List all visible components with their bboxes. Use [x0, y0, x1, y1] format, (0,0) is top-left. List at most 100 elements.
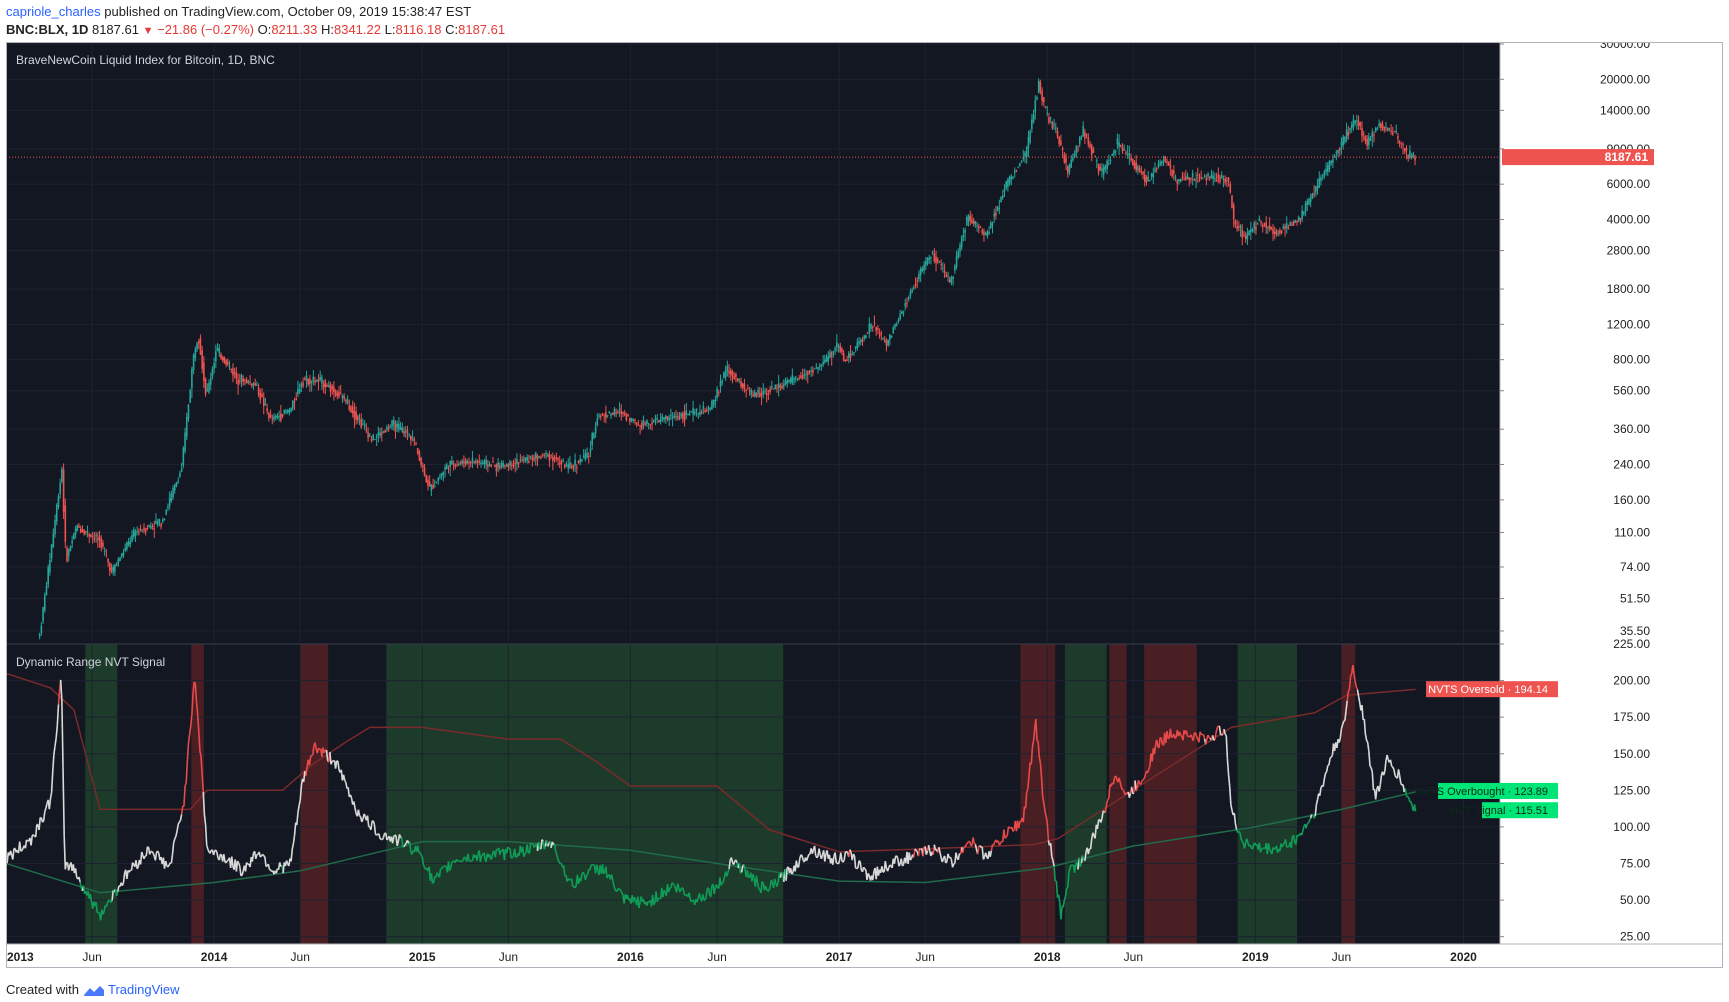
nvt-signal-segment [507, 846, 510, 850]
author-link[interactable]: capriole_charles [6, 4, 101, 19]
nvt-signal-segment [403, 844, 406, 848]
nvt-signal-segment [663, 889, 666, 893]
nvt-pane[interactable] [6, 644, 1656, 944]
candle-body [333, 386, 335, 392]
candle-body [473, 461, 475, 463]
candle-body [336, 393, 339, 397]
candle-body [694, 411, 696, 414]
candle-body [647, 423, 650, 425]
nvt-signal-segment [422, 864, 426, 868]
nvt-signal-segment [50, 770, 54, 793]
candle-body [339, 392, 342, 394]
candle-body [1224, 178, 1226, 183]
candle-body [1356, 120, 1358, 122]
candle-body [488, 464, 491, 466]
nvt-signal-segment [108, 899, 111, 902]
chart-frame [6, 42, 1723, 968]
nvt-signal-segment [1130, 786, 1134, 794]
time-axis[interactable] [6, 944, 1656, 968]
candle-body [569, 462, 571, 468]
candle-body [1364, 136, 1367, 142]
candle-body [599, 416, 602, 418]
nvt-signal-segment [63, 836, 67, 870]
price-change: −21.86 (−0.27%) [157, 22, 254, 37]
nvt-signal-segment [330, 760, 333, 765]
nvt-signal-segment [895, 855, 899, 859]
candle-body [252, 383, 255, 385]
candle-body [411, 437, 414, 439]
nvt-signal-segment [908, 852, 912, 861]
candle-body [887, 339, 889, 346]
nvt-signal-segment [832, 856, 835, 865]
candle-body [199, 337, 202, 355]
candle-body [213, 363, 215, 369]
candle-body [942, 267, 944, 269]
candle-body [1190, 178, 1192, 180]
candle-body [846, 359, 848, 361]
candle-body [1215, 179, 1218, 182]
candle-body [938, 261, 941, 263]
candle-body [295, 398, 298, 401]
candle-body [1275, 230, 1278, 234]
nvt-signal-segment [881, 866, 884, 873]
nvt-signal-segment [402, 845, 405, 849]
nvt-signal-segment [611, 880, 615, 886]
nvt-signal-segment [1345, 700, 1348, 712]
nvt-signal-segment [121, 882, 125, 886]
candle-body [1226, 180, 1228, 182]
candle-body [180, 469, 183, 472]
nvt-signal-segment [1224, 733, 1227, 737]
chart-canvas[interactable]: BraveNewCoin Liquid Index for Bitcoin, 1… [6, 42, 1723, 968]
nvt-signal-segment [214, 849, 217, 852]
nvt-signal-segment [914, 848, 917, 852]
candle-body [851, 353, 854, 355]
candle-body [1012, 176, 1014, 179]
candle-body [319, 377, 321, 380]
candle-body [913, 287, 915, 289]
candle-body [1128, 153, 1131, 156]
nvt-signal-segment [797, 858, 801, 868]
candle-body [293, 401, 296, 403]
candle-body [302, 382, 304, 386]
nvt-signal-segment [164, 860, 168, 866]
nvt-signal-segment [1271, 847, 1274, 855]
candle-body [1403, 148, 1406, 152]
candle-body [1065, 157, 1067, 163]
candle-body [954, 265, 956, 271]
nvt-signal-segment [62, 766, 65, 837]
nvt-signal-segment [867, 872, 871, 877]
candle-body [830, 352, 833, 357]
nvt-signal-segment [970, 844, 973, 847]
nvt-signal-segment [1365, 739, 1369, 743]
candle-body [918, 274, 920, 280]
candle-body [108, 562, 111, 572]
nvt-signal-segment [334, 760, 338, 769]
candle-body [78, 525, 80, 528]
nvt-signal-segment [1354, 681, 1358, 688]
nvt-signal-segment [298, 800, 301, 806]
candle-body [759, 393, 761, 398]
nvt-signal-segment [1104, 804, 1108, 813]
nvt-signal-segment [785, 867, 788, 881]
candle-body [803, 374, 806, 376]
price-pane[interactable] [6, 42, 1656, 644]
candle-body [189, 389, 191, 404]
nvt-signal-segment [394, 834, 397, 837]
candle-body [389, 426, 392, 428]
candle-body [909, 291, 912, 297]
candle-body [738, 378, 741, 380]
tradingview-link[interactable]: TradingView [108, 982, 180, 997]
nvt-signal-segment [145, 846, 149, 856]
candle-body [642, 420, 645, 425]
symbol-ohlc-legend: BNC:BLX, 1D 8187.61 ▼ −21.86 (−0.27%) O:… [6, 22, 505, 37]
candle-body [986, 231, 989, 237]
nvt-signal-segment [1240, 838, 1244, 842]
price-tick-label: 240.00 [1613, 458, 1650, 472]
nvt-signal-segment [1363, 719, 1367, 735]
x-tick-label: 2017 [826, 950, 853, 964]
nvt-signal-segment [421, 856, 425, 866]
candle-body [767, 390, 770, 392]
nvt-signal-segment [55, 725, 59, 738]
nvt-signal-segment [592, 863, 596, 867]
candle-body [242, 378, 245, 383]
